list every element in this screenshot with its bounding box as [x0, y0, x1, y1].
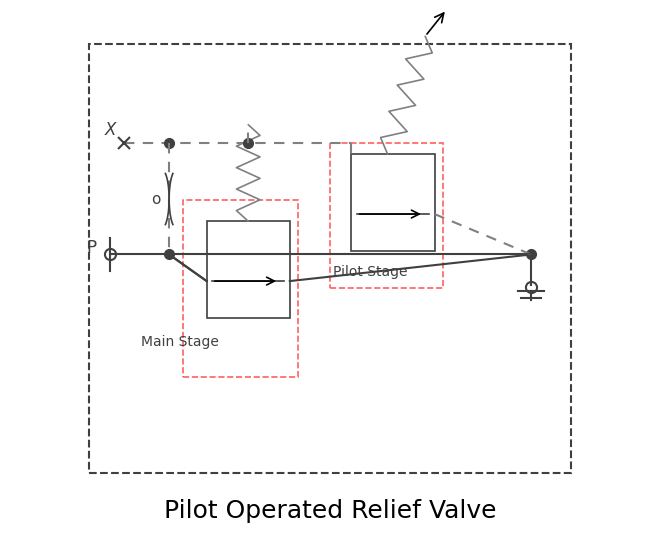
Bar	[207, 221, 290, 318]
Bar	[330, 143, 443, 288]
Bar	[183, 200, 298, 377]
Text: Main Stage: Main Stage	[141, 335, 219, 349]
Text: X: X	[104, 121, 116, 139]
Text: T: T	[526, 252, 536, 271]
Text: Pilot Stage: Pilot Stage	[333, 265, 407, 279]
Text: o: o	[151, 192, 160, 208]
Text: P: P	[86, 239, 97, 257]
Bar	[351, 154, 434, 251]
Text: Pilot Operated Relief Valve: Pilot Operated Relief Valve	[164, 499, 496, 523]
